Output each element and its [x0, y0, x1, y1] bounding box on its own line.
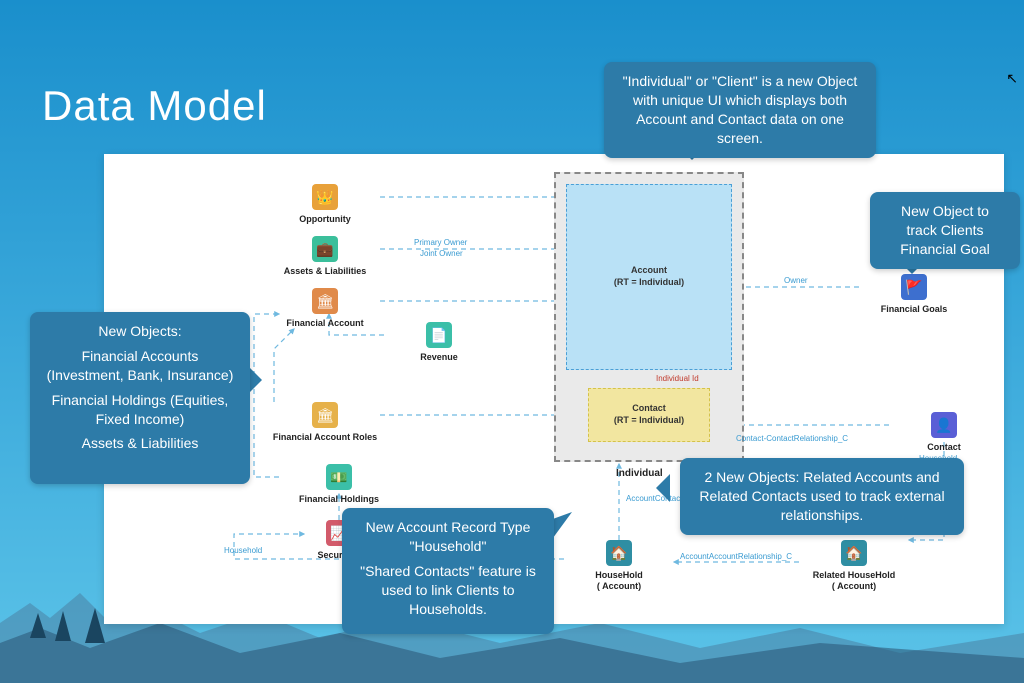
opportunity-label: Opportunity: [299, 214, 351, 225]
relhousehold-label: Related HouseHold ( Account): [813, 570, 896, 592]
edge-label: Contact-ContactRelationship_C: [736, 434, 848, 443]
finroles-label: Financial Account Roles: [273, 432, 377, 443]
node-finaccount: 🏛 Financial Account: [270, 288, 380, 329]
co-newobjects: New Objects:Financial Accounts (Investme…: [30, 312, 250, 484]
edge-label: Owner: [784, 276, 808, 285]
co-individual: "Individual" or "Client" is a new Object…: [604, 62, 876, 158]
cursor-icon: ↖: [1006, 70, 1018, 87]
account-box-label: Account (RT = Individual): [614, 265, 684, 288]
contact-box-label: Contact (RT = Individual): [614, 403, 684, 426]
edge-label: Primary Owner: [414, 238, 467, 247]
edge-label: Joint Owner: [420, 249, 463, 258]
finholdings-icon: 💵: [326, 464, 352, 490]
edge-label: AccountAccountRelationship_C: [680, 552, 792, 561]
co-related: 2 New Objects: Related Accounts and Rela…: [680, 458, 964, 535]
fingoals-label: Financial Goals: [881, 304, 948, 315]
fingoals-icon: 🚩: [901, 274, 927, 300]
edge-label: Household: [224, 546, 262, 555]
co-household: New Account Record Type "Household""Shar…: [342, 508, 554, 634]
node-finholdings: 💵 Financial Holdings: [284, 464, 394, 505]
finaccount-icon: 🏛: [312, 288, 338, 314]
contactobj-icon: 👤: [931, 412, 957, 438]
node-relhousehold: 🏠 Related HouseHold ( Account): [799, 540, 909, 592]
assets-icon: 💼: [312, 236, 338, 262]
node-fingoals: 🚩 Financial Goals: [859, 274, 969, 315]
node-contactobj: 👤 Contact: [889, 412, 999, 453]
household-icon: 🏠: [606, 540, 632, 566]
individual-id-label: Individual Id: [656, 374, 699, 383]
finholdings-label: Financial Holdings: [299, 494, 379, 505]
contact-box: Contact (RT = Individual): [588, 388, 710, 442]
assets-label: Assets & Liabilities: [284, 266, 367, 277]
node-finroles: 🏛 Financial Account Roles: [270, 402, 380, 443]
co-related-tail: [656, 474, 670, 502]
node-household: 🏠 HouseHold ( Account): [564, 540, 674, 592]
contactobj-label: Contact: [927, 442, 961, 453]
relhousehold-icon: 🏠: [841, 540, 867, 566]
revenue-icon: 📄: [426, 322, 452, 348]
node-revenue: 📄 Revenue: [384, 322, 494, 363]
page-title: Data Model: [42, 82, 267, 130]
co-fingoal: New Object to track Clients Financial Go…: [870, 192, 1020, 269]
finroles-icon: 🏛: [312, 402, 338, 428]
revenue-label: Revenue: [420, 352, 458, 363]
node-assets: 💼 Assets & Liabilities: [270, 236, 380, 277]
co-newobjects-tail: [248, 366, 262, 394]
finaccount-label: Financial Account: [286, 318, 363, 329]
opportunity-icon: 👑: [312, 184, 338, 210]
account-box: Account (RT = Individual): [566, 184, 732, 370]
household-label: HouseHold ( Account): [595, 570, 643, 592]
node-opportunity: 👑 Opportunity: [270, 184, 380, 225]
